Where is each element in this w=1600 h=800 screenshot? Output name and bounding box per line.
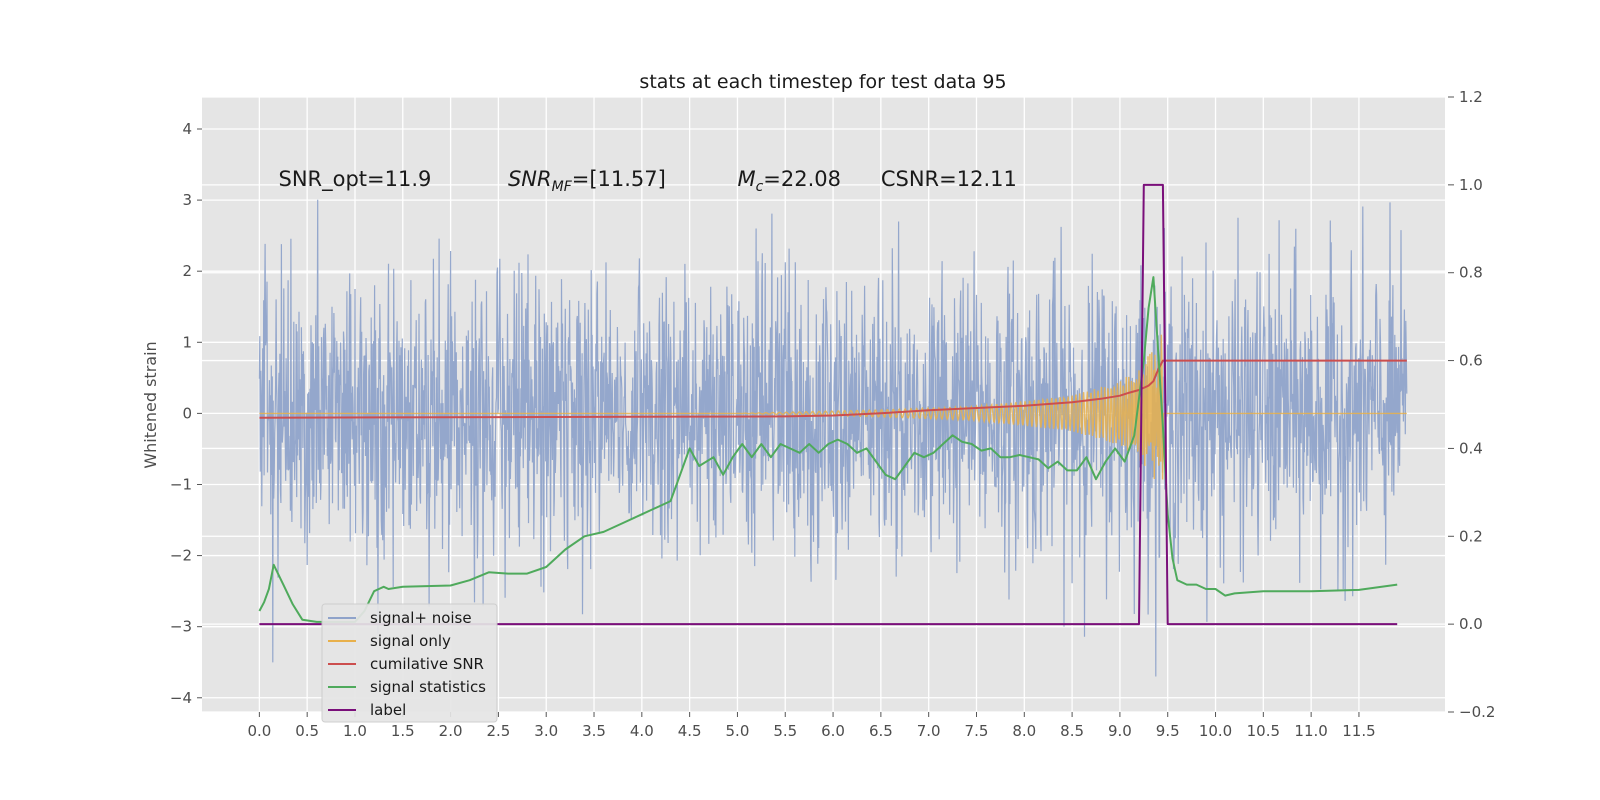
x-tick-label: 0.0 bbox=[247, 722, 271, 740]
annotation-1: SNR_opt=11.9 bbox=[278, 167, 431, 192]
signal-statistics-line bbox=[258, 276, 1398, 623]
y-tick-label: −1 bbox=[170, 475, 192, 493]
x-tick-label: 7.0 bbox=[917, 722, 941, 740]
y-tick-label: −3 bbox=[170, 618, 192, 636]
x-tick-label: 9.5 bbox=[1156, 722, 1180, 740]
y2-tick-label: 1.2 bbox=[1459, 88, 1483, 106]
x-tick-label: 10.0 bbox=[1199, 722, 1232, 740]
axes: 0.0 0.5 1.0 1.5 2.0 2.5 3.0 3.5 4.0 4.5 5.0 5.5 6.0 6… bbox=[170, 88, 1496, 740]
y-tick-label: 1 bbox=[182, 333, 192, 351]
y2-tick-label: 0.4 bbox=[1459, 439, 1483, 457]
x-tick-label: 11.5 bbox=[1342, 722, 1375, 740]
x-tick-label: 2.5 bbox=[486, 722, 510, 740]
x-tick-label: 8.5 bbox=[1060, 722, 1084, 740]
y-tick-label: 4 bbox=[182, 120, 192, 138]
x-tick-label: 4.0 bbox=[630, 722, 654, 740]
y-tick-label: 0 bbox=[182, 404, 192, 422]
annotation-3: Mc=22.08 bbox=[737, 167, 841, 195]
x-tick-label: 6.0 bbox=[821, 722, 845, 740]
signal-noise-line bbox=[258, 199, 1408, 677]
label-line bbox=[259, 183, 1398, 626]
y-axis-label: Whitened strain bbox=[141, 341, 160, 468]
x-tick-label: 1.5 bbox=[391, 722, 415, 740]
legend-box bbox=[321, 603, 498, 723]
chart-title: stats at each timestep for test data 95 bbox=[639, 71, 1006, 93]
x-tick-label: 10.5 bbox=[1247, 722, 1280, 740]
y-tick-label: −2 bbox=[170, 547, 192, 565]
x-tick-label: 6.5 bbox=[869, 722, 893, 740]
legend-label: label bbox=[370, 701, 406, 719]
x-tick-label: 2.0 bbox=[439, 722, 463, 740]
y2-tick-label: 0.6 bbox=[1459, 352, 1483, 370]
x-tick-label: 3.5 bbox=[582, 722, 606, 740]
legend-label: signal statistics bbox=[370, 678, 486, 696]
signal-only-line bbox=[259, 334, 1407, 480]
legend-label: cumilative SNR bbox=[370, 655, 484, 673]
y2-tick-label: 0.0 bbox=[1459, 615, 1483, 633]
y2-tick-label: 0.8 bbox=[1459, 264, 1483, 282]
y2-tick-label: 0.2 bbox=[1459, 527, 1483, 545]
x-tick-label: 8.0 bbox=[1012, 722, 1036, 740]
x-tick-label: 1.0 bbox=[343, 722, 367, 740]
y-tick-label: −4 bbox=[170, 689, 192, 707]
legend-label: signal+ noise bbox=[370, 609, 472, 627]
annotation-2: SNRMF=[11.57] bbox=[508, 167, 666, 195]
x-tick-label: 3.0 bbox=[534, 722, 558, 740]
y-tick-label: 3 bbox=[182, 191, 192, 209]
plot-area bbox=[258, 183, 1408, 677]
x-tick-label: 7.5 bbox=[965, 722, 989, 740]
y2-tick-label: 1.0 bbox=[1459, 176, 1483, 194]
y-tick-label: 2 bbox=[182, 262, 192, 280]
annotation-4: CSNR=12.11 bbox=[881, 167, 1017, 191]
x-tick-label: 5.5 bbox=[773, 722, 797, 740]
x-tick-label: 4.5 bbox=[678, 722, 702, 740]
legend: signal+ noise signal only cumilative SNR si… bbox=[321, 603, 498, 723]
x-tick-label: 9.0 bbox=[1108, 722, 1132, 740]
x-tick-label: 0.5 bbox=[295, 722, 319, 740]
y2-tick-label: −0.2 bbox=[1459, 703, 1495, 721]
x-tick-label: 11.0 bbox=[1294, 722, 1327, 740]
x-tick-label: 5.0 bbox=[726, 722, 750, 740]
legend-label: signal only bbox=[370, 632, 451, 650]
annotations: SNR_opt=11.9 SNRMF=[11.57] Mc=22.08 CSNR=12… bbox=[278, 167, 1016, 195]
